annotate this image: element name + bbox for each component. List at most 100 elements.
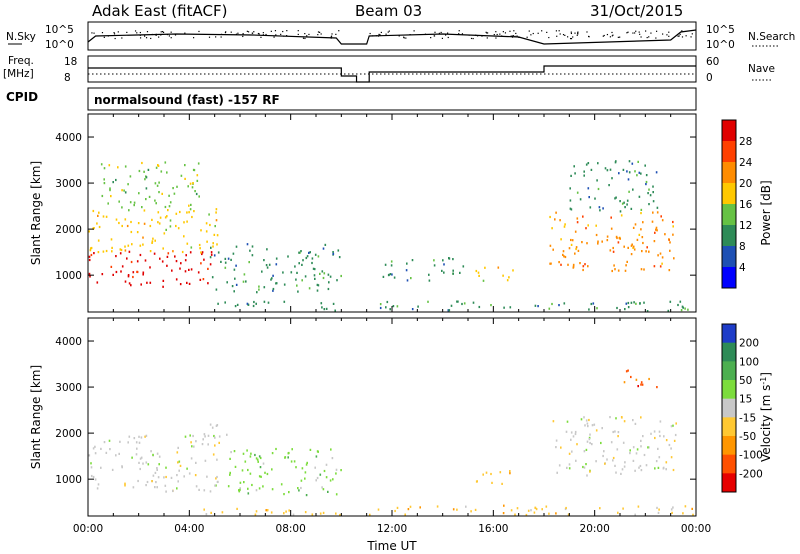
heatmap-cell [224, 266, 227, 269]
heatmap-cell [130, 260, 133, 264]
heatmap-cell [663, 435, 665, 438]
heatmap-cell [672, 506, 674, 509]
heatmap-cell [100, 447, 102, 450]
heatmap-cell [640, 212, 642, 215]
noise-search-dot [224, 31, 227, 34]
heatmap-cell [626, 203, 628, 206]
heatmap-cell [197, 162, 200, 165]
heatmap-cell [186, 220, 188, 223]
heatmap-cell [196, 174, 199, 177]
heatmap-cell [321, 486, 323, 489]
heatmap-cell [218, 441, 220, 444]
heatmap-cell [646, 310, 649, 313]
heatmap-cell [127, 183, 129, 186]
power-colorbar: 28 24 20 16 12 8 4 [721, 119, 753, 289]
colorbar-tick-label: 24 [739, 157, 753, 169]
heatmap-cell [452, 508, 455, 511]
colorbar-segment [722, 204, 736, 226]
heatmap-cell [555, 211, 557, 214]
noise-search-dot [447, 32, 449, 34]
velocity-colorbar: 200 100 50 15 -15 -50 -100 -200 [721, 323, 763, 493]
heatmap-cell [234, 305, 237, 308]
heatmap-cell [629, 452, 631, 455]
heatmap-cell [118, 452, 120, 455]
heatmap-cell [642, 435, 644, 438]
heatmap-cell [209, 263, 212, 266]
noise-search-dot [117, 31, 119, 33]
heatmap-cell [103, 182, 106, 185]
heatmap-cell [204, 459, 207, 462]
heatmap-cell [215, 208, 218, 211]
noise-search-dot [588, 36, 590, 38]
heatmap-cell [491, 481, 493, 484]
heatmap-cell [283, 493, 285, 496]
noise-search-dot [541, 30, 543, 32]
heatmap-cell [209, 490, 212, 493]
heatmap-cell [390, 260, 393, 263]
heatmap-cell [633, 248, 636, 251]
heatmap-cell [595, 429, 598, 432]
heatmap-cell [280, 483, 283, 486]
heatmap-cell [166, 171, 168, 174]
heatmap-cell [299, 251, 301, 254]
heatmap-cell [630, 207, 633, 210]
heatmap-cell [180, 174, 183, 177]
heatmap-cell [640, 416, 642, 419]
heatmap-cell [640, 381, 643, 384]
heatmap-cell [382, 275, 385, 278]
heatmap-cell [130, 284, 132, 287]
heatmap-cell [525, 513, 528, 517]
heatmap-cell [610, 441, 613, 444]
colorbar-tick-label: -200 [739, 468, 763, 480]
heatmap-cell [157, 211, 160, 214]
heatmap-cell [282, 271, 284, 274]
heatmap-cell [617, 241, 620, 244]
heatmap-cell [626, 199, 629, 202]
heatmap-cell [188, 472, 191, 475]
heatmap-cell [411, 259, 414, 262]
heatmap-cell [612, 459, 614, 462]
heatmap-cell [97, 214, 99, 217]
heatmap-cell [184, 259, 187, 262]
noise-search-dot [475, 34, 477, 36]
heatmap-cell [620, 416, 623, 419]
heatmap-cell [327, 490, 329, 493]
heatmap-cell [599, 507, 601, 510]
noise-search-dot [496, 33, 498, 36]
noise-search-dot [330, 35, 333, 37]
heatmap-cell [570, 174, 572, 177]
heatmap-cell [567, 513, 570, 516]
heatmap-cell [586, 242, 588, 245]
noise-search-dot [220, 33, 223, 35]
heatmap-cell [251, 245, 254, 248]
heatmap-cell [138, 461, 140, 464]
noise-search-dot [335, 33, 337, 35]
heatmap-cell [203, 433, 206, 436]
heatmap-cell [379, 306, 382, 310]
heatmap-cell [386, 300, 389, 304]
heatmap-cell [448, 257, 451, 260]
heatmap-cell [297, 290, 299, 293]
heatmap-cell [255, 457, 258, 460]
noise-search-dot [215, 36, 217, 38]
noise-search-label: N.Search [748, 31, 795, 43]
heatmap-cell [508, 276, 510, 279]
heatmap-cell [321, 306, 323, 309]
heatmap-cell [207, 267, 209, 270]
heatmap-cell [552, 420, 555, 423]
y-tick-label: 3000 [55, 178, 82, 190]
heatmap-cell [450, 304, 453, 307]
heatmap-cell [588, 436, 591, 439]
heatmap-cell [646, 246, 648, 249]
noise-search-dot [253, 31, 255, 33]
heatmap-cell [433, 264, 436, 267]
heatmap-cell [246, 302, 249, 305]
heatmap-cell [255, 510, 258, 513]
noise-search-dot [609, 36, 612, 38]
heatmap-cell [630, 375, 632, 379]
noise-right-tick-bottom: 10^0 [706, 39, 735, 51]
heatmap-cell [655, 226, 658, 229]
heatmap-cell [227, 257, 230, 260]
noise-search-dot [511, 35, 514, 37]
heatmap-cell [319, 272, 321, 275]
